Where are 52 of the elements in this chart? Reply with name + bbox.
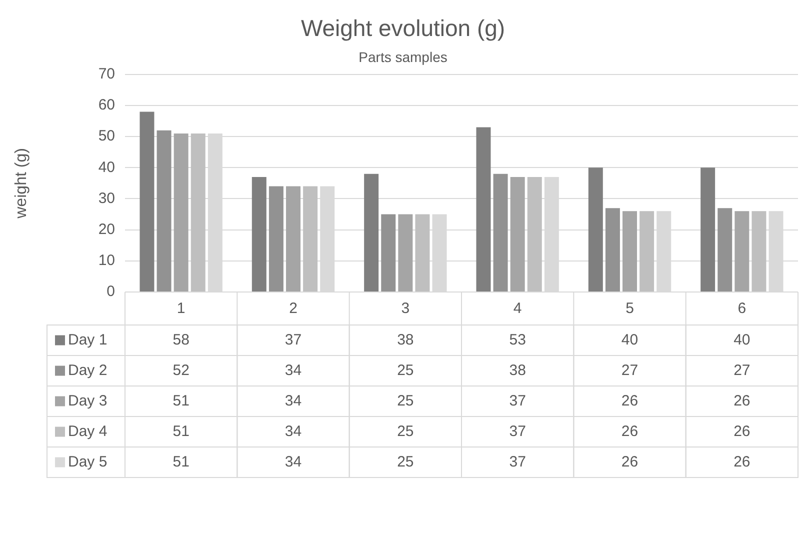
y-tick-label: 60 [98,96,115,114]
data-label: 38 [397,331,414,348]
data-label: 27 [734,362,750,379]
legend-label: Day 4 [68,422,108,440]
y-tick-label: 40 [98,158,115,176]
data-label: 34 [284,362,302,379]
data-label: 40 [734,331,750,348]
data-label: 25 [397,422,414,440]
x-tick-label: 4 [513,300,522,318]
data-label: 51 [172,453,190,470]
y-tick-label: 30 [98,190,115,207]
legend-label: Day 1 [68,331,108,348]
y-tick-label: 70 [98,66,115,83]
data-label: 25 [397,453,414,470]
data-label: 26 [734,422,750,440]
data-label: 58 [172,331,190,348]
data-label: 27 [621,362,638,379]
data-label: 34 [284,453,302,470]
data-label: 26 [621,422,638,440]
data-label: 25 [397,392,414,410]
x-tick-label: 2 [289,300,298,318]
y-tick-label: 10 [98,252,115,270]
legend-label: Day 5 [68,453,108,470]
data-label: 37 [509,422,526,440]
x-tick-label: 1 [176,300,186,318]
data-label: 34 [284,392,302,410]
data-label: 38 [509,362,526,379]
data-label: 51 [172,392,190,410]
chart-title: Weight evolution (g) [300,15,506,42]
data-label: 26 [734,453,750,470]
data-label: 26 [621,392,638,410]
y-axis-title: weight (g) [13,148,30,220]
data-label: 37 [509,392,526,410]
data-label: 26 [621,453,638,470]
x-tick-label: 3 [401,300,410,318]
data-label: 51 [172,422,190,440]
y-tick-label: 50 [98,128,115,145]
y-tick-label: 20 [98,220,115,238]
data-label: 34 [284,422,302,440]
legend-label: Day 2 [68,362,108,379]
data-label: 37 [509,453,526,470]
data-label: 37 [284,331,302,348]
chart-subtitle: Parts samples [358,48,448,65]
legend-label: Day 3 [68,392,108,410]
data-label: 52 [172,362,190,379]
data-label: 25 [397,362,414,379]
data-label: 26 [734,392,750,410]
x-tick-label: 6 [738,300,746,318]
data-label: 40 [621,331,638,348]
y-tick-label: 0 [106,283,115,300]
x-tick-label: 5 [626,300,634,318]
data-label: 53 [509,331,526,348]
